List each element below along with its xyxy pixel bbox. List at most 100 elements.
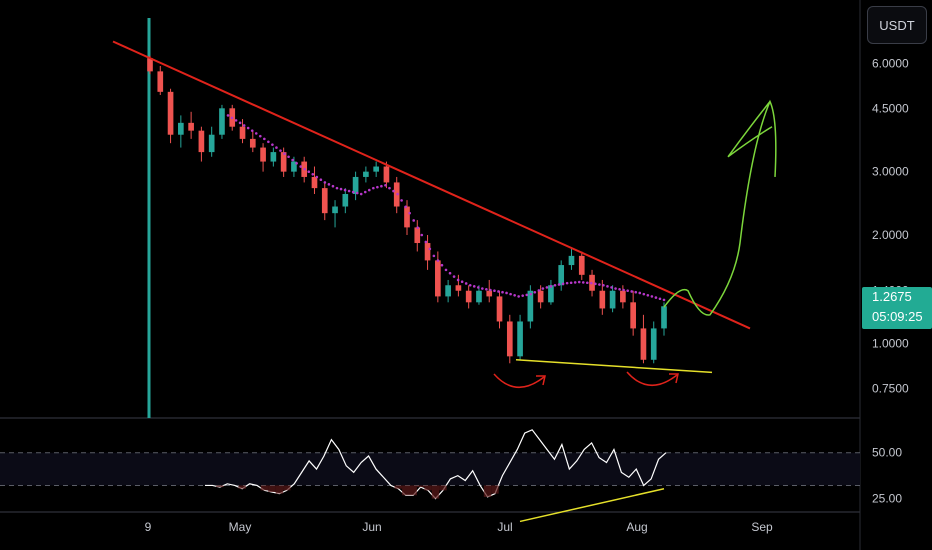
ema-dot — [662, 298, 666, 302]
candle-body — [609, 290, 616, 309]
last-price-tag: 1.2675 05:09:25 — [862, 287, 932, 329]
rsi-pane[interactable] — [0, 429, 860, 523]
ema-dot — [392, 189, 395, 193]
ema-dot — [279, 149, 282, 152]
ema-dot — [234, 119, 238, 122]
ema-dot — [505, 291, 508, 295]
ema-dot — [230, 116, 234, 120]
ema-dot — [246, 126, 250, 130]
rsi-support-line — [519, 487, 665, 523]
candle-body — [321, 188, 328, 214]
ema-dot — [388, 186, 391, 190]
ema-dot — [250, 129, 254, 132]
ema-dot — [283, 152, 286, 155]
x-tick-label: Sep — [751, 520, 773, 534]
ema-dot — [485, 287, 488, 291]
y-tick-label: 6.0000 — [872, 56, 909, 70]
ema-dot — [351, 190, 355, 194]
candle-body — [311, 176, 318, 189]
candle-body — [260, 147, 266, 162]
rsi-oversold-fill — [283, 485, 291, 491]
ema-dot — [400, 199, 403, 202]
ema-dot — [529, 292, 533, 296]
x-tick-label: Jun — [362, 520, 381, 534]
rsi-oversold-fill — [268, 485, 276, 492]
ema-dot — [650, 295, 654, 298]
candle-body — [188, 122, 194, 131]
projection-path — [663, 99, 777, 316]
rsi-oversold-fill — [238, 485, 246, 489]
ema-dot — [448, 271, 452, 275]
ema-dot — [602, 283, 605, 287]
ema-dot — [384, 183, 387, 187]
ema-dot — [489, 288, 492, 292]
ema-dot — [581, 281, 585, 284]
ema-dot — [335, 186, 339, 190]
currency-button[interactable]: USDT — [867, 6, 927, 44]
ema-dot — [440, 263, 444, 267]
ema-dot — [275, 146, 278, 149]
ema-dot — [497, 290, 500, 293]
rsi-oversold-fill — [216, 485, 224, 488]
ema-dot — [291, 158, 294, 162]
main-price-pane[interactable] — [0, 0, 861, 550]
support-line — [515, 359, 713, 374]
ema-dot — [626, 289, 629, 293]
candle-countdown: 05:09:25 — [872, 309, 923, 324]
ema-dot — [307, 170, 311, 173]
ema-dot — [545, 286, 549, 289]
ema-dot — [565, 281, 569, 285]
ema-dot — [380, 184, 383, 188]
ema-dot — [428, 247, 432, 251]
ema-dot — [424, 240, 428, 244]
candle-body — [373, 166, 379, 172]
ema-dot — [509, 292, 512, 296]
ema-dot — [408, 211, 411, 215]
projection-path — [727, 126, 773, 158]
ema-dot — [271, 143, 274, 146]
ema-dot — [638, 291, 642, 295]
candle-body — [167, 91, 174, 135]
last-price-value: 1.2675 — [872, 289, 912, 304]
ema-dot — [416, 226, 420, 230]
x-tick-label: Jul — [497, 520, 512, 534]
candle-body — [455, 285, 462, 291]
candle-body — [342, 194, 349, 207]
ema-dot — [299, 165, 302, 168]
rsi-oversold-fill — [491, 485, 499, 494]
ema-dot — [654, 296, 658, 299]
ema-dot — [606, 285, 609, 288]
ema-dot — [573, 281, 577, 284]
candle-body — [291, 161, 297, 172]
ema-dot — [460, 280, 464, 284]
candle-body — [650, 328, 657, 360]
candle-body — [465, 290, 472, 303]
ema-dot — [553, 283, 557, 287]
ema-dot — [569, 281, 573, 285]
candle-body — [332, 206, 338, 214]
ema-dot — [242, 124, 246, 127]
ema-dot — [456, 278, 460, 282]
ema-dot — [577, 280, 581, 284]
rsi-oversold-fill — [416, 485, 425, 488]
candle-body — [208, 134, 215, 153]
ema-dot — [594, 282, 597, 286]
ema-dot — [327, 183, 331, 186]
ema-dot — [630, 290, 634, 293]
ema-dot — [258, 134, 262, 138]
ema-dot — [376, 185, 379, 189]
candle-body — [517, 321, 523, 357]
ema-dot — [311, 172, 315, 176]
ema-dot — [226, 114, 230, 117]
ema-dot — [452, 275, 456, 278]
y-tick-label: 0.7500 — [872, 381, 909, 395]
candle-body — [198, 130, 205, 153]
candle-body — [630, 302, 636, 329]
ema-dot — [464, 282, 468, 285]
ema-dot — [468, 283, 472, 287]
y-tick-label: 1.0000 — [872, 336, 909, 350]
projection-path — [727, 101, 771, 158]
candle-body — [496, 296, 503, 322]
ema-dot — [359, 192, 363, 196]
